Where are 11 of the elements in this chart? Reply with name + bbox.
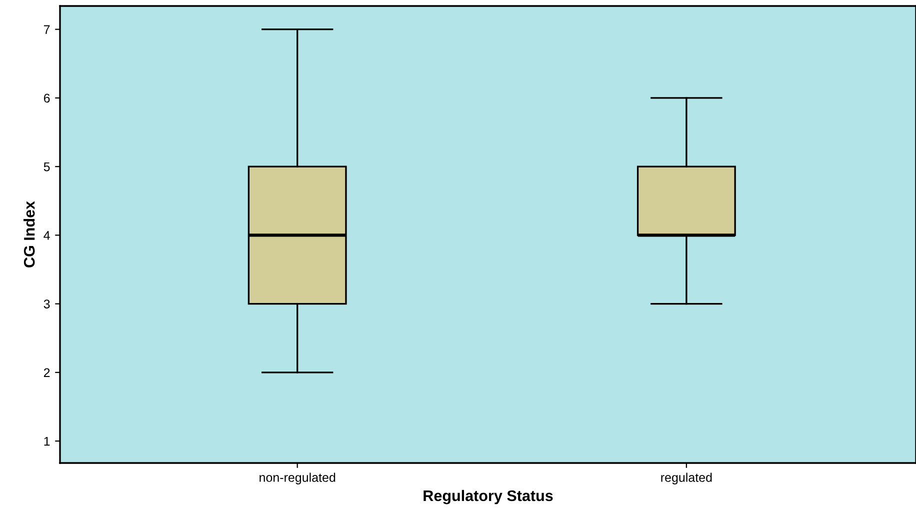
y-tick-label: 6 xyxy=(44,94,50,103)
y-tick-label: 7 xyxy=(44,25,50,34)
y-axis-title: CG Index xyxy=(24,201,35,268)
x-axis-title: Regulatory Status xyxy=(424,490,553,504)
y-tick-label: 3 xyxy=(44,300,50,308)
x-tick-label: regulated xyxy=(661,472,712,484)
x-tick-label: non-regulated xyxy=(260,472,336,484)
y-tick-label: 2 xyxy=(44,368,50,377)
y-tick-label: 5 xyxy=(44,162,50,172)
y-tick-label: 4 xyxy=(44,231,50,240)
y-tick-label: 1 xyxy=(44,436,50,446)
